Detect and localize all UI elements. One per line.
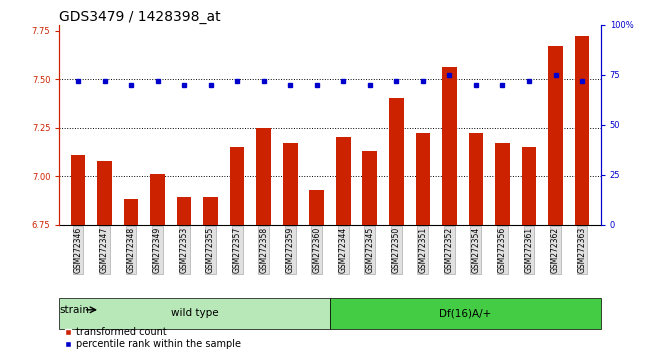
Bar xyxy=(495,143,510,224)
Text: GSM272358: GSM272358 xyxy=(259,227,268,273)
Legend: transformed count, percentile rank within the sample: transformed count, percentile rank withi… xyxy=(64,327,241,349)
Text: GSM272352: GSM272352 xyxy=(445,227,454,273)
Bar xyxy=(521,147,537,224)
Text: wild type: wild type xyxy=(171,308,218,318)
Text: GSM272344: GSM272344 xyxy=(339,227,348,273)
Bar xyxy=(123,199,139,224)
Text: GSM272363: GSM272363 xyxy=(578,227,587,273)
Text: GSM272354: GSM272354 xyxy=(471,227,480,273)
Bar xyxy=(230,147,244,224)
Bar xyxy=(389,98,404,224)
Text: GDS3479 / 1428398_at: GDS3479 / 1428398_at xyxy=(59,10,221,24)
Text: GSM272349: GSM272349 xyxy=(153,227,162,273)
Text: GSM272355: GSM272355 xyxy=(206,227,215,273)
Bar xyxy=(150,174,165,224)
Bar xyxy=(256,127,271,224)
Text: Df(16)A/+: Df(16)A/+ xyxy=(439,308,492,318)
Bar xyxy=(283,143,298,224)
Text: GSM272348: GSM272348 xyxy=(127,227,135,273)
Text: GSM272350: GSM272350 xyxy=(392,227,401,273)
Text: strain: strain xyxy=(59,305,89,315)
Bar xyxy=(416,133,430,224)
Text: GSM272362: GSM272362 xyxy=(551,227,560,273)
Bar xyxy=(310,190,324,224)
Text: GSM272346: GSM272346 xyxy=(73,227,82,273)
Bar xyxy=(469,133,483,224)
FancyBboxPatch shape xyxy=(330,298,601,329)
Text: GSM272361: GSM272361 xyxy=(525,227,533,273)
Bar xyxy=(336,137,350,224)
Bar xyxy=(548,46,563,224)
Text: GSM272356: GSM272356 xyxy=(498,227,507,273)
Bar xyxy=(177,198,191,224)
Bar xyxy=(575,36,589,224)
Bar xyxy=(97,160,112,224)
Text: GSM272351: GSM272351 xyxy=(418,227,428,273)
Bar xyxy=(442,68,457,224)
Text: GSM272359: GSM272359 xyxy=(286,227,295,273)
Bar xyxy=(71,155,85,224)
FancyBboxPatch shape xyxy=(59,298,330,329)
Text: GSM272353: GSM272353 xyxy=(180,227,189,273)
Bar xyxy=(203,198,218,224)
Text: GSM272360: GSM272360 xyxy=(312,227,321,273)
Bar xyxy=(362,151,377,224)
Text: GSM272345: GSM272345 xyxy=(365,227,374,273)
Text: GSM272357: GSM272357 xyxy=(232,227,242,273)
Text: GSM272347: GSM272347 xyxy=(100,227,109,273)
